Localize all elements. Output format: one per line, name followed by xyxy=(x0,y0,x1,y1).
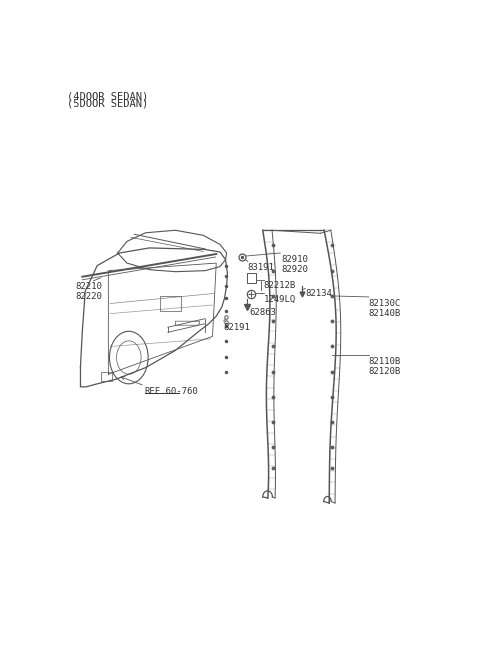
Text: (4DOOR SEDAN): (4DOOR SEDAN) xyxy=(67,91,149,101)
Text: (5DOOR SEDAN): (5DOOR SEDAN) xyxy=(67,99,149,109)
Text: 82191: 82191 xyxy=(224,323,251,332)
Text: 83191: 83191 xyxy=(248,263,275,272)
Text: 1249LQ: 1249LQ xyxy=(264,295,296,304)
Bar xyxy=(101,372,112,380)
Text: REF.60-760: REF.60-760 xyxy=(145,387,199,396)
Text: 82110B
82120B: 82110B 82120B xyxy=(369,357,401,377)
Text: 82210
82220: 82210 82220 xyxy=(75,282,102,301)
Text: 82130C
82140B: 82130C 82140B xyxy=(369,299,401,318)
Text: 82910
82920: 82910 82920 xyxy=(281,255,308,274)
Bar xyxy=(248,273,256,283)
Text: 82134: 82134 xyxy=(305,289,332,298)
Text: 62863: 62863 xyxy=(250,308,276,317)
Bar xyxy=(160,296,181,311)
Text: 82212B: 82212B xyxy=(264,281,296,290)
